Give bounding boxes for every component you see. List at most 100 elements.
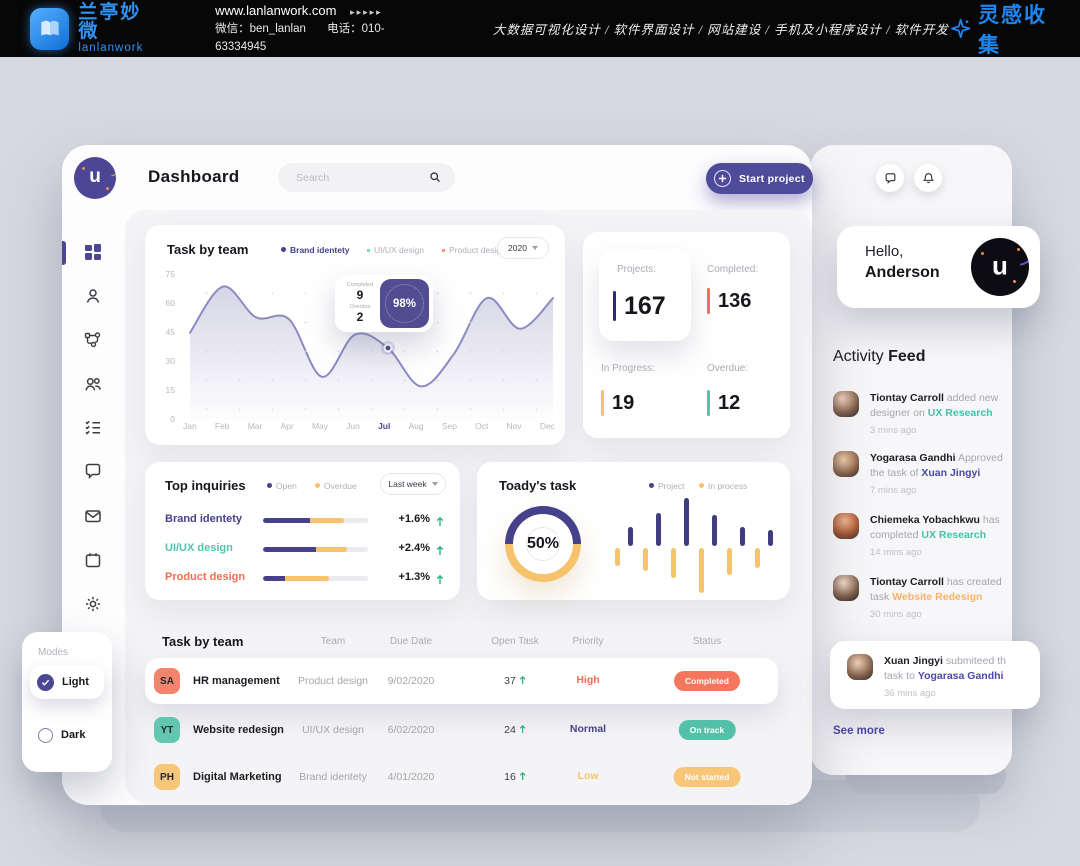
activity-link[interactable]: Xuan Jingyi [921, 466, 981, 479]
table-row[interactable]: SA HR management Product design 9/02/202… [145, 658, 778, 704]
top-inquiries-card: Top inquiries Open Overdue Last week Bra… [145, 462, 460, 600]
sidebar-item-messages[interactable] [84, 462, 102, 480]
website-link[interactable]: www.lanlanwork.com [215, 2, 337, 18]
activity-time: 14 mins ago [870, 547, 922, 558]
see-more-link[interactable]: See more [833, 725, 885, 737]
dark-mode-option[interactable]: Dark [30, 720, 104, 750]
activity-item-card: Xuan Jingyi submiteed th task to Yogaras… [830, 641, 1040, 709]
chart-title: Task by team [167, 242, 249, 257]
search-input[interactable] [296, 163, 416, 192]
inquiry-change: +1.6% [398, 513, 431, 525]
sidebar-item-calendar[interactable] [84, 551, 102, 569]
table-title: Task by team [162, 634, 244, 649]
table-row[interactable]: YT Website redesign UI/UX design 6/02/20… [145, 707, 778, 753]
avatar [833, 451, 859, 477]
activity-link[interactable]: UX Research [921, 528, 987, 541]
activity-user: Tiontay Carroll [870, 576, 944, 588]
modes-label: Modes [38, 647, 69, 658]
column-status: Status [692, 636, 722, 647]
bell-icon [922, 172, 934, 183]
sparkle-icon [950, 18, 971, 39]
column-open-task: Open Task [491, 636, 539, 647]
cell-open-task: 37 [504, 675, 526, 687]
share-nodes-icon [84, 332, 101, 348]
radio-circle-icon [38, 727, 53, 743]
y-axis-labels: 75 60 45 30 15 0 [165, 269, 175, 424]
inquiry-label: Brand identety [165, 513, 243, 525]
greeting: Hello, [865, 243, 904, 260]
activity-item: Tiontay Carroll added new designer on UX… [833, 391, 1003, 439]
range-dropdown[interactable]: Last week [380, 473, 446, 495]
completed-value: 136 [707, 288, 751, 314]
check-icon [37, 673, 54, 691]
cell-open-task: 24 [504, 724, 526, 736]
activity-link[interactable]: Website Redesign [892, 590, 983, 603]
inquiry-bar [263, 518, 368, 523]
legend-product-design[interactable]: Product design [442, 245, 506, 255]
activity-link[interactable]: UX Research [927, 406, 993, 419]
cell-priority: High [576, 674, 600, 686]
table-row[interactable]: PH Digital Marketing Brand identety 4/01… [145, 754, 778, 800]
wechat-label: 微信：ben_lanlan [215, 22, 306, 35]
trend-up-icon [436, 572, 444, 590]
mail-icon [85, 510, 101, 523]
hello-card: Hello, Anderson u [837, 226, 1040, 308]
inquiry-change: +1.3% [398, 571, 431, 583]
projects-value: 167 [613, 291, 666, 321]
sidebar-item-mail[interactable] [84, 507, 102, 525]
sidebar-item-tasks[interactable] [84, 418, 102, 436]
task-name: Website redesign [193, 724, 284, 736]
chevron-down-icon [431, 482, 438, 486]
legend-in-process[interactable]: In process [699, 481, 747, 491]
services-list: 大数据可视化设计 / 软件界面设计 / 网站建设 / 手机及小程序设计 / 软件… [492, 23, 949, 37]
promo-banner: 兰亭妙微 lanlanwork www.lanlanwork.com ▸▸▸▸▸… [0, 0, 1080, 57]
legend-open[interactable]: Open [267, 481, 297, 491]
activity-user: Chiemeka Yobachkwu [870, 514, 980, 526]
users-icon [85, 378, 102, 391]
legend-project[interactable]: Project [649, 481, 684, 491]
search-icon[interactable] [428, 170, 442, 189]
notifications-button[interactable] [914, 164, 942, 192]
messages-button[interactable] [876, 164, 904, 192]
cell-due-date: 9/02/2020 [387, 675, 435, 687]
legend-brand-identity[interactable]: Brand identety [281, 245, 350, 255]
x-axis-labels: Jan Feb Mar Apr May Jun Jul Aug Sep Oct Nov De… [183, 421, 555, 431]
activity-link[interactable]: Yogarasa Gandhi [917, 669, 1004, 682]
brand-en: lanlanwork [78, 42, 144, 55]
user-avatar[interactable]: u [971, 238, 1029, 296]
activity-text: submiteed th task to [884, 655, 1006, 682]
todays-task-title: Toady's task [499, 478, 577, 493]
sidebar-item-dashboard[interactable] [84, 243, 102, 261]
tooltip-completed-value: 9 [356, 288, 364, 302]
completion-donut: 50% [505, 506, 581, 582]
activity-text: Approved the task of [870, 452, 1003, 479]
task-by-team-chart-card: Task by team Brand identety UI/UX design… [145, 225, 565, 445]
brand-cn: 兰亭妙微 [78, 1, 142, 43]
light-mode-option[interactable]: Light [30, 665, 104, 699]
legend-overdue[interactable]: Overdue [315, 481, 357, 491]
chart-tooltip: Completed 9 Overdue 2 98% [335, 275, 433, 332]
inquiries-title: Top inquiries [165, 478, 246, 493]
inquiry-bar [263, 576, 368, 581]
sidebar-item-settings[interactable] [84, 595, 102, 613]
year-dropdown[interactable]: 2020 [497, 237, 549, 259]
cell-priority: Normal [569, 723, 607, 735]
activity-text: has created task [870, 576, 1002, 603]
app-logo[interactable]: u [74, 157, 116, 199]
sidebar-item-team[interactable] [84, 375, 102, 393]
phone-label: 电话：010-63334945 [215, 22, 385, 53]
activity-text: has completed [870, 514, 1000, 541]
inquiry-change: +2.4% [398, 542, 431, 554]
inquiry-row: Product design +1.3% [145, 568, 460, 588]
todays-task-card: Toady's task Project In process 50% [477, 462, 790, 600]
user-icon [86, 289, 100, 303]
sidebar-item-workflow[interactable] [84, 331, 102, 349]
sidebar-item-profile[interactable] [84, 287, 102, 305]
inquiry-row: Brand identety +1.6% [145, 510, 460, 530]
legend-uiux-design[interactable]: UI/UX design [367, 245, 424, 255]
modes-card: Modes Light Dark [22, 632, 112, 772]
content-panel: Task by team Brand identety UI/UX design… [125, 210, 812, 805]
start-project-button[interactable]: Start project [706, 163, 813, 194]
cell-team: Brand identety [299, 771, 367, 783]
